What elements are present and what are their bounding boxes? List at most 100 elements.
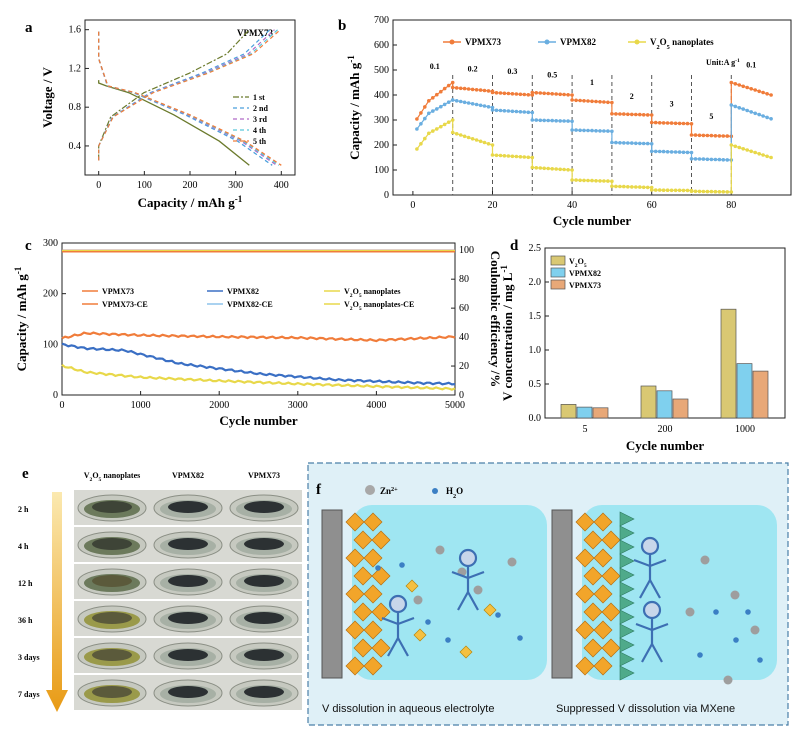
- data-point: [586, 128, 590, 133]
- electrode: [168, 538, 208, 550]
- data-point: [550, 167, 554, 171]
- legend-marker: [634, 39, 640, 45]
- data-point: [578, 128, 582, 133]
- row-label: 4 h: [18, 542, 29, 551]
- data-point: [745, 108, 749, 113]
- data-point: [538, 91, 543, 95]
- vo-octahedron: [575, 656, 595, 676]
- x-tick-label: 0: [96, 180, 101, 191]
- data-point: [554, 167, 558, 171]
- column-header: V2O5 nanoplates: [84, 471, 141, 483]
- figure-legs: [639, 579, 661, 599]
- data-point: [705, 189, 710, 194]
- data-point: [594, 129, 598, 133]
- data-point: [514, 109, 519, 114]
- vo-octahedron: [353, 566, 373, 586]
- data-point: [769, 117, 773, 121]
- data-point: [618, 141, 622, 145]
- dissolved-v-species: [483, 603, 497, 617]
- legend-entry: VPMX82: [227, 287, 259, 296]
- y2-tick-label: 0: [459, 390, 464, 401]
- electrode: [168, 686, 208, 698]
- data-point: [725, 158, 730, 162]
- vo-octahedron: [353, 638, 373, 658]
- data-point: [769, 93, 773, 97]
- data-point: [733, 82, 738, 86]
- vo-octahedron: [345, 584, 365, 604]
- rate-label: 1: [590, 78, 594, 87]
- data-point: [518, 155, 523, 159]
- data-point: [423, 136, 427, 141]
- electrode: [244, 612, 284, 624]
- data-point: [697, 133, 702, 138]
- data-point: [574, 178, 578, 182]
- y-tick-label: 1.0: [529, 345, 542, 356]
- bar: [560, 404, 577, 419]
- data-point: [610, 129, 614, 134]
- electrode: [168, 501, 208, 513]
- vo-octahedron: [593, 620, 613, 640]
- vo-octahedron: [353, 530, 373, 550]
- data-point: [649, 185, 654, 190]
- data-point: [602, 129, 606, 133]
- data-point: [693, 133, 698, 137]
- data-point: [538, 166, 543, 170]
- data-point: [685, 121, 690, 126]
- water-molecule: [745, 609, 751, 615]
- data-point: [427, 111, 431, 116]
- data-point: [582, 99, 586, 103]
- data-point: [733, 104, 738, 109]
- data-point: [490, 153, 495, 157]
- legend-entry: V2O5: [569, 257, 587, 269]
- electrode: [92, 649, 132, 661]
- data-point: [630, 112, 634, 117]
- water-molecule: [425, 619, 431, 625]
- data-point: [729, 190, 734, 194]
- data-point: [486, 105, 491, 109]
- data-point: [574, 128, 578, 132]
- data-point: [717, 157, 722, 162]
- data-point: [649, 149, 654, 154]
- data-point: [602, 179, 606, 183]
- data-point: [761, 114, 765, 118]
- data-point: [661, 188, 666, 192]
- data-point: [566, 119, 570, 123]
- data-point: [657, 149, 662, 154]
- data-point: [721, 190, 726, 194]
- data-point: [498, 153, 503, 158]
- data-point: [590, 128, 594, 133]
- data-point: [510, 154, 515, 159]
- x-tick-label: 4000: [366, 400, 386, 411]
- y-tick-label: 0: [53, 390, 58, 401]
- data-point: [482, 140, 487, 145]
- data-point: [466, 135, 471, 140]
- y2-tick-label: 100: [459, 245, 474, 256]
- bar: [736, 363, 753, 419]
- dissolved-v-species: [405, 579, 419, 593]
- vo-octahedron: [601, 638, 621, 658]
- panel-a-xlabel: Capacity / mAh g-1: [138, 194, 243, 210]
- data-point: [610, 179, 614, 184]
- vo-octahedron: [363, 584, 383, 604]
- data-point: [594, 179, 598, 183]
- data-point: [669, 188, 674, 193]
- data-point: [614, 184, 618, 189]
- data-point: [661, 149, 666, 154]
- data-point: [419, 111, 423, 115]
- data-point: [427, 99, 431, 103]
- data-point: [657, 121, 662, 125]
- legend-entry: 1 st: [253, 93, 265, 102]
- dissolved-v-species: [413, 628, 427, 642]
- vo-octahedron: [371, 638, 391, 658]
- legend-entry: VPMX73-CE: [102, 300, 148, 309]
- water-molecule: [495, 612, 501, 618]
- data-point: [677, 150, 682, 154]
- legend-marker: [449, 39, 455, 45]
- y-tick-label: 100: [43, 339, 58, 350]
- data-point: [530, 110, 535, 115]
- water-icon: [432, 488, 438, 494]
- data-point: [542, 166, 546, 171]
- data-point: [701, 133, 706, 138]
- figure-pulling-left: [381, 594, 415, 657]
- current-collector: [321, 509, 343, 679]
